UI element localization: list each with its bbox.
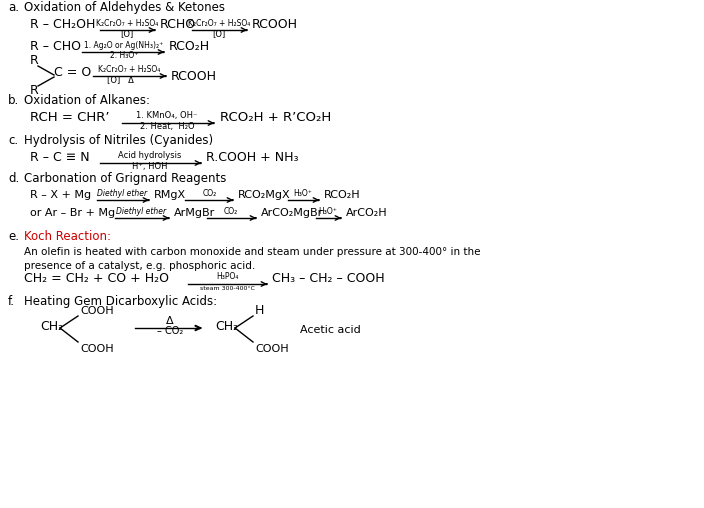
Text: CH₃ – CH₂ – COOH: CH₃ – CH₂ – COOH — [272, 272, 384, 285]
Text: d.: d. — [8, 172, 19, 185]
Text: 1. KMnO₄, OH⁻: 1. KMnO₄, OH⁻ — [137, 111, 198, 120]
Text: 1. Ag₂O or Ag(NH₃)₂⁺: 1. Ag₂O or Ag(NH₃)₂⁺ — [84, 41, 163, 50]
Text: Oxidation of Aldehydes & Ketones: Oxidation of Aldehydes & Ketones — [24, 1, 225, 14]
Text: An olefin is heated with carbon monoxide and steam under pressure at 300-400° in: An olefin is heated with carbon monoxide… — [24, 247, 481, 257]
Text: R – CHO: R – CHO — [30, 40, 81, 53]
Text: Heating Gem Dicarboxylic Acids:: Heating Gem Dicarboxylic Acids: — [24, 295, 217, 308]
Text: 2. Heat,  H₂O: 2. Heat, H₂O — [139, 122, 194, 131]
Text: [O]: [O] — [120, 29, 134, 38]
Text: ArMgBr: ArMgBr — [174, 208, 215, 218]
Text: 2. H₃O⁺: 2. H₃O⁺ — [110, 51, 138, 60]
Text: COOH: COOH — [80, 344, 113, 354]
Text: COOH: COOH — [80, 306, 113, 316]
Text: COOH: COOH — [255, 344, 289, 354]
Text: K₂Cr₂O₇ + H₂SO₄: K₂Cr₂O₇ + H₂SO₄ — [98, 65, 160, 74]
Text: R – C ≡ N: R – C ≡ N — [30, 151, 89, 164]
Text: H: H — [255, 304, 265, 317]
Text: Acetic acid: Acetic acid — [300, 325, 360, 335]
Text: f.: f. — [8, 295, 15, 308]
Text: RCHO: RCHO — [160, 18, 196, 31]
Text: b.: b. — [8, 94, 19, 107]
Text: CH₂: CH₂ — [40, 320, 63, 333]
Text: Oxidation of Alkanes:: Oxidation of Alkanes: — [24, 94, 150, 107]
Text: Diethyl ether: Diethyl ether — [97, 189, 147, 198]
Text: RCO₂H: RCO₂H — [324, 190, 360, 200]
Text: CH₂ = CH₂ + CO + H₂O: CH₂ = CH₂ + CO + H₂O — [24, 272, 169, 285]
Text: RCO₂H: RCO₂H — [169, 40, 210, 53]
Text: c.: c. — [8, 134, 18, 147]
Text: K₂Cr₂O₇ + H₂SO₄: K₂Cr₂O₇ + H₂SO₄ — [96, 19, 158, 28]
Text: R – X + Mg: R – X + Mg — [30, 190, 91, 200]
Text: CH₂: CH₂ — [215, 320, 238, 333]
Text: [O]: [O] — [213, 29, 225, 38]
Text: Δ: Δ — [166, 316, 174, 326]
Text: RCO₂H + R’CO₂H: RCO₂H + R’CO₂H — [220, 111, 332, 124]
Text: C = O: C = O — [54, 66, 92, 79]
Text: H₃O⁺: H₃O⁺ — [294, 189, 313, 198]
Text: H₃O⁺: H₃O⁺ — [319, 207, 337, 216]
Text: R: R — [30, 84, 39, 97]
Text: R.COOH + NH₃: R.COOH + NH₃ — [206, 151, 298, 164]
Text: R – CH₂OH: R – CH₂OH — [30, 18, 95, 31]
Text: or Ar – Br + Mg: or Ar – Br + Mg — [30, 208, 115, 218]
Text: Diethyl ether: Diethyl ether — [116, 207, 166, 216]
Text: – CO₂: – CO₂ — [157, 326, 183, 336]
Text: R: R — [30, 54, 39, 67]
Text: [O]   Δ: [O] Δ — [106, 75, 134, 84]
Text: ArCO₂H: ArCO₂H — [346, 208, 388, 218]
Text: ArCO₂MgBr: ArCO₂MgBr — [261, 208, 323, 218]
Text: a.: a. — [8, 1, 19, 14]
Text: Hydrolysis of Nitriles (Cyanides): Hydrolysis of Nitriles (Cyanides) — [24, 134, 213, 147]
Text: steam 300-400°C: steam 300-400°C — [199, 286, 254, 291]
Text: RCH = CHR’: RCH = CHR’ — [30, 111, 110, 124]
Text: RCOOH: RCOOH — [171, 70, 217, 82]
Text: CO₂: CO₂ — [224, 207, 238, 216]
Text: e.: e. — [8, 230, 19, 243]
Text: RCO₂MgX: RCO₂MgX — [238, 190, 291, 200]
Text: Acid hydrolysis: Acid hydrolysis — [118, 151, 182, 160]
Text: RMgX: RMgX — [154, 190, 186, 200]
Text: RCOOH: RCOOH — [252, 18, 298, 31]
Text: K₂Cr₂O₇ + H₂SO₄: K₂Cr₂O₇ + H₂SO₄ — [188, 19, 250, 28]
Text: H⁺, HOH: H⁺, HOH — [132, 162, 168, 171]
Text: H₃PO₄: H₃PO₄ — [216, 272, 238, 281]
Text: Koch Reaction:: Koch Reaction: — [24, 230, 111, 243]
Text: presence of a catalyst, e.g. phosphoric acid.: presence of a catalyst, e.g. phosphoric … — [24, 261, 256, 271]
Text: Carbonation of Grignard Reagents: Carbonation of Grignard Reagents — [24, 172, 227, 185]
Text: CO₂: CO₂ — [203, 189, 217, 198]
